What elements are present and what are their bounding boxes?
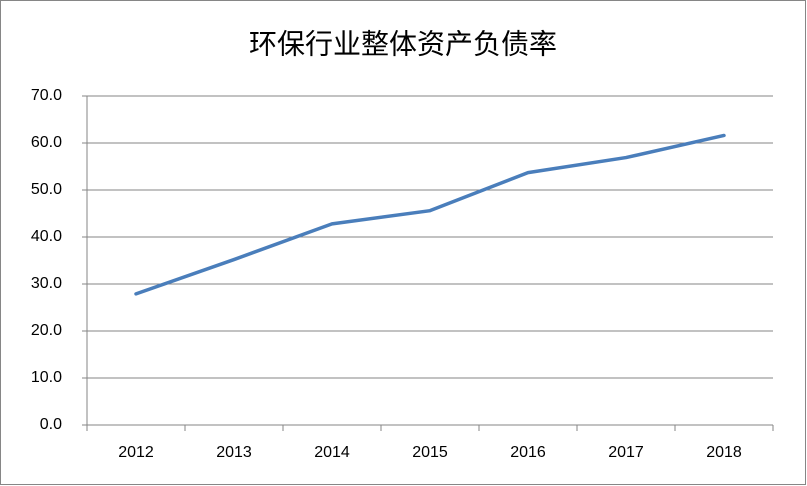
- chart-title: 环保行业整体资产负债率: [249, 28, 557, 59]
- x-tick-label: 2015: [412, 444, 448, 461]
- data-line: [134, 133, 726, 296]
- y-tick-label: 60.0: [31, 134, 62, 151]
- y-tick-label: 20.0: [31, 322, 62, 339]
- x-tick-label: 2013: [216, 444, 252, 461]
- x-tick-label: 2018: [706, 444, 742, 461]
- y-tick-label: 0.0: [40, 416, 62, 433]
- y-tick-label: 10.0: [31, 369, 62, 386]
- y-tick-label: 50.0: [31, 181, 62, 198]
- y-tick-label: 70.0: [31, 87, 62, 104]
- x-tick-label: 2017: [608, 444, 644, 461]
- x-tick-label: 2014: [314, 444, 350, 461]
- x-tick-label: 2012: [118, 444, 154, 461]
- x-tick-label: 2016: [510, 444, 546, 461]
- y-tick-label: 40.0: [31, 228, 62, 245]
- y-tick-label: 30.0: [31, 275, 62, 292]
